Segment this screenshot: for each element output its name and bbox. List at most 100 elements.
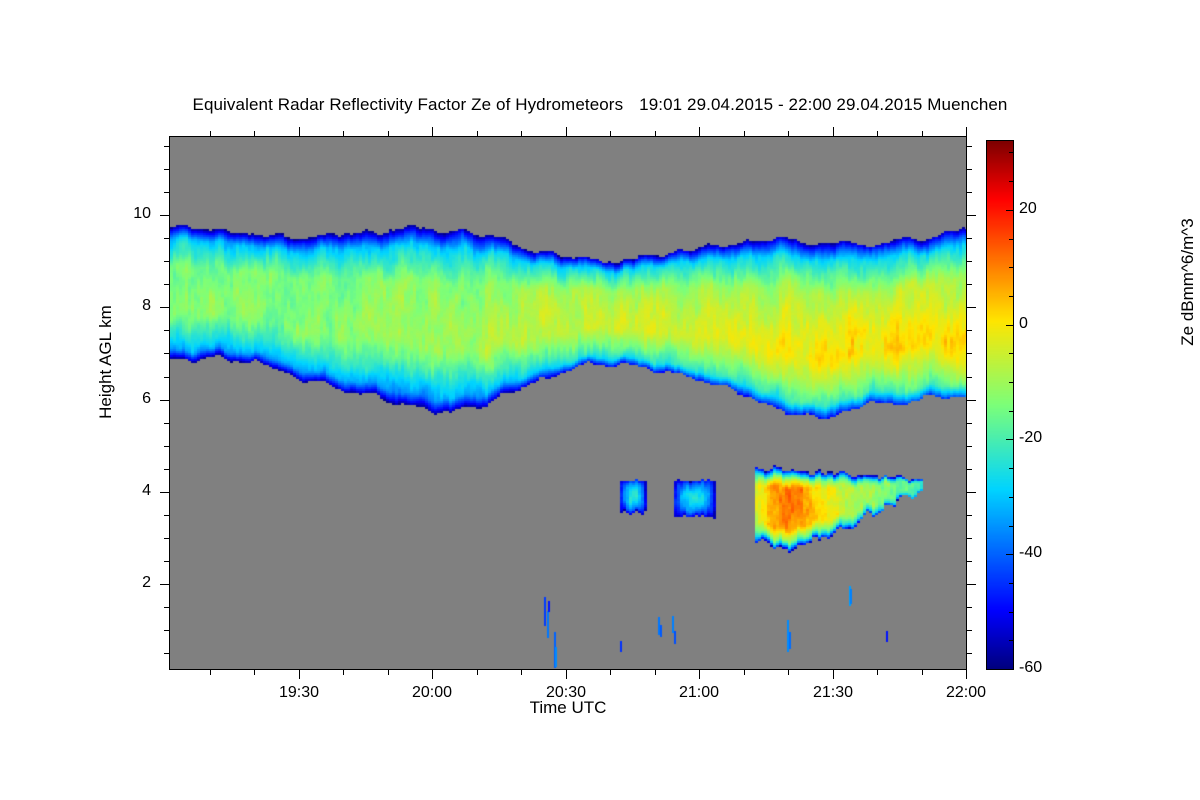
x-tick-minor-top xyxy=(788,131,789,136)
x-tick-minor xyxy=(254,670,255,675)
x-tick-minor-top xyxy=(922,131,923,136)
y-tick-minor-right xyxy=(967,169,972,170)
y-axis-title: Height AGL km xyxy=(96,305,115,419)
colorbar xyxy=(986,140,1014,670)
colorbar-title: Ze dBmm^6/m^3 xyxy=(1178,218,1197,346)
colorbar-tick-minor xyxy=(1009,640,1014,641)
x-tick-major-top xyxy=(432,127,433,136)
x-tick-minor xyxy=(788,670,789,675)
x-tick-major xyxy=(699,670,700,679)
y-tick-minor xyxy=(164,469,169,470)
chart-title-main: Equivalent Radar Reflectivity Factor Ze … xyxy=(192,95,624,114)
x-tick-minor xyxy=(388,670,389,675)
y-tick-minor-right xyxy=(967,446,972,447)
x-tick-minor-top xyxy=(388,131,389,136)
y-tick-major xyxy=(160,400,169,401)
y-tick-minor xyxy=(164,261,169,262)
x-tick-minor-top xyxy=(877,131,878,136)
colorbar-tick-label: 0 xyxy=(1019,315,1028,332)
y-tick-minor xyxy=(164,146,169,147)
colorbar-tick-minor xyxy=(1009,612,1014,613)
y-tick-minor-right xyxy=(967,238,972,239)
x-tick-minor-top xyxy=(744,131,745,136)
y-tick-minor-right xyxy=(967,515,972,516)
x-tick-label: 21:30 xyxy=(812,684,854,701)
colorbar-tick-minor xyxy=(1009,382,1014,383)
y-tick-minor xyxy=(164,192,169,193)
y-tick-label: 2 xyxy=(142,574,151,591)
x-tick-major xyxy=(299,670,300,679)
x-tick-minor xyxy=(477,670,478,675)
x-tick-minor-top xyxy=(655,131,656,136)
colorbar-gradient xyxy=(987,141,1013,669)
colorbar-tick-minor xyxy=(1009,239,1014,240)
x-tick-minor xyxy=(655,670,656,675)
y-tick-minor xyxy=(164,630,169,631)
y-tick-major-right xyxy=(967,307,976,308)
y-tick-minor-right xyxy=(967,330,972,331)
x-axis-title: Time UTC xyxy=(529,698,607,717)
y-tick-minor-right xyxy=(967,261,972,262)
x-tick-minor-top xyxy=(610,131,611,136)
y-tick-minor xyxy=(164,561,169,562)
colorbar-tick-minor xyxy=(1009,411,1014,412)
colorbar-tick-major xyxy=(1006,439,1014,440)
colorbar-tick-label: 20 xyxy=(1019,200,1037,217)
x-tick-major xyxy=(432,670,433,679)
x-tick-major xyxy=(966,670,967,679)
y-tick-label: 10 xyxy=(133,205,151,222)
y-tick-major xyxy=(160,492,169,493)
x-tick-minor xyxy=(922,670,923,675)
y-tick-minor-right xyxy=(967,353,972,354)
x-tick-label: 20:00 xyxy=(411,684,453,701)
colorbar-tick-minor xyxy=(1009,267,1014,268)
y-tick-minor xyxy=(164,423,169,424)
x-tick-major-top xyxy=(699,127,700,136)
colorbar-tick-major xyxy=(1006,325,1014,326)
colorbar-tick-label: -60 xyxy=(1019,659,1043,676)
x-tick-major-top xyxy=(966,127,967,136)
x-tick-minor-top xyxy=(210,131,211,136)
y-tick-minor-right xyxy=(967,469,972,470)
colorbar-tick-label: -40 xyxy=(1019,544,1043,561)
y-tick-minor-right xyxy=(967,423,972,424)
colorbar-tick-minor xyxy=(1009,152,1014,153)
x-tick-minor-top xyxy=(477,131,478,136)
chart-title-timerange: 19:01 29.04.2015 - 22:00 29.04.2015 Muen… xyxy=(639,95,1008,114)
y-tick-minor xyxy=(164,284,169,285)
y-tick-major-right xyxy=(967,215,976,216)
y-tick-major xyxy=(160,307,169,308)
x-tick-major-top xyxy=(299,127,300,136)
y-tick-minor-right xyxy=(967,538,972,539)
y-tick-minor-right xyxy=(967,653,972,654)
y-tick-minor xyxy=(164,607,169,608)
colorbar-tick-minor xyxy=(1009,497,1014,498)
x-tick-label: 21:00 xyxy=(678,684,720,701)
chart-title: Equivalent Radar Reflectivity Factor Ze … xyxy=(0,95,1200,115)
y-tick-minor xyxy=(164,653,169,654)
x-tick-label: 20:30 xyxy=(545,684,587,701)
x-tick-minor xyxy=(744,670,745,675)
y-tick-minor xyxy=(164,238,169,239)
y-tick-minor-right xyxy=(967,607,972,608)
colorbar-tick-minor xyxy=(1009,526,1014,527)
plot-area xyxy=(169,136,967,670)
colorbar-tick-major xyxy=(1006,210,1014,211)
y-tick-major-right xyxy=(967,400,976,401)
y-tick-minor xyxy=(164,515,169,516)
colorbar-tick-minor xyxy=(1009,468,1014,469)
x-tick-minor-top xyxy=(343,131,344,136)
x-tick-label: 19:30 xyxy=(278,684,320,701)
x-tick-major-top xyxy=(566,127,567,136)
y-tick-minor xyxy=(164,169,169,170)
colorbar-tick-minor xyxy=(1009,353,1014,354)
y-tick-major-right xyxy=(967,492,976,493)
y-tick-minor-right xyxy=(967,377,972,378)
y-tick-major-right xyxy=(967,584,976,585)
x-tick-minor xyxy=(610,670,611,675)
x-tick-minor-top xyxy=(521,131,522,136)
y-tick-minor xyxy=(164,446,169,447)
x-tick-major-top xyxy=(833,127,834,136)
x-tick-major xyxy=(566,670,567,679)
